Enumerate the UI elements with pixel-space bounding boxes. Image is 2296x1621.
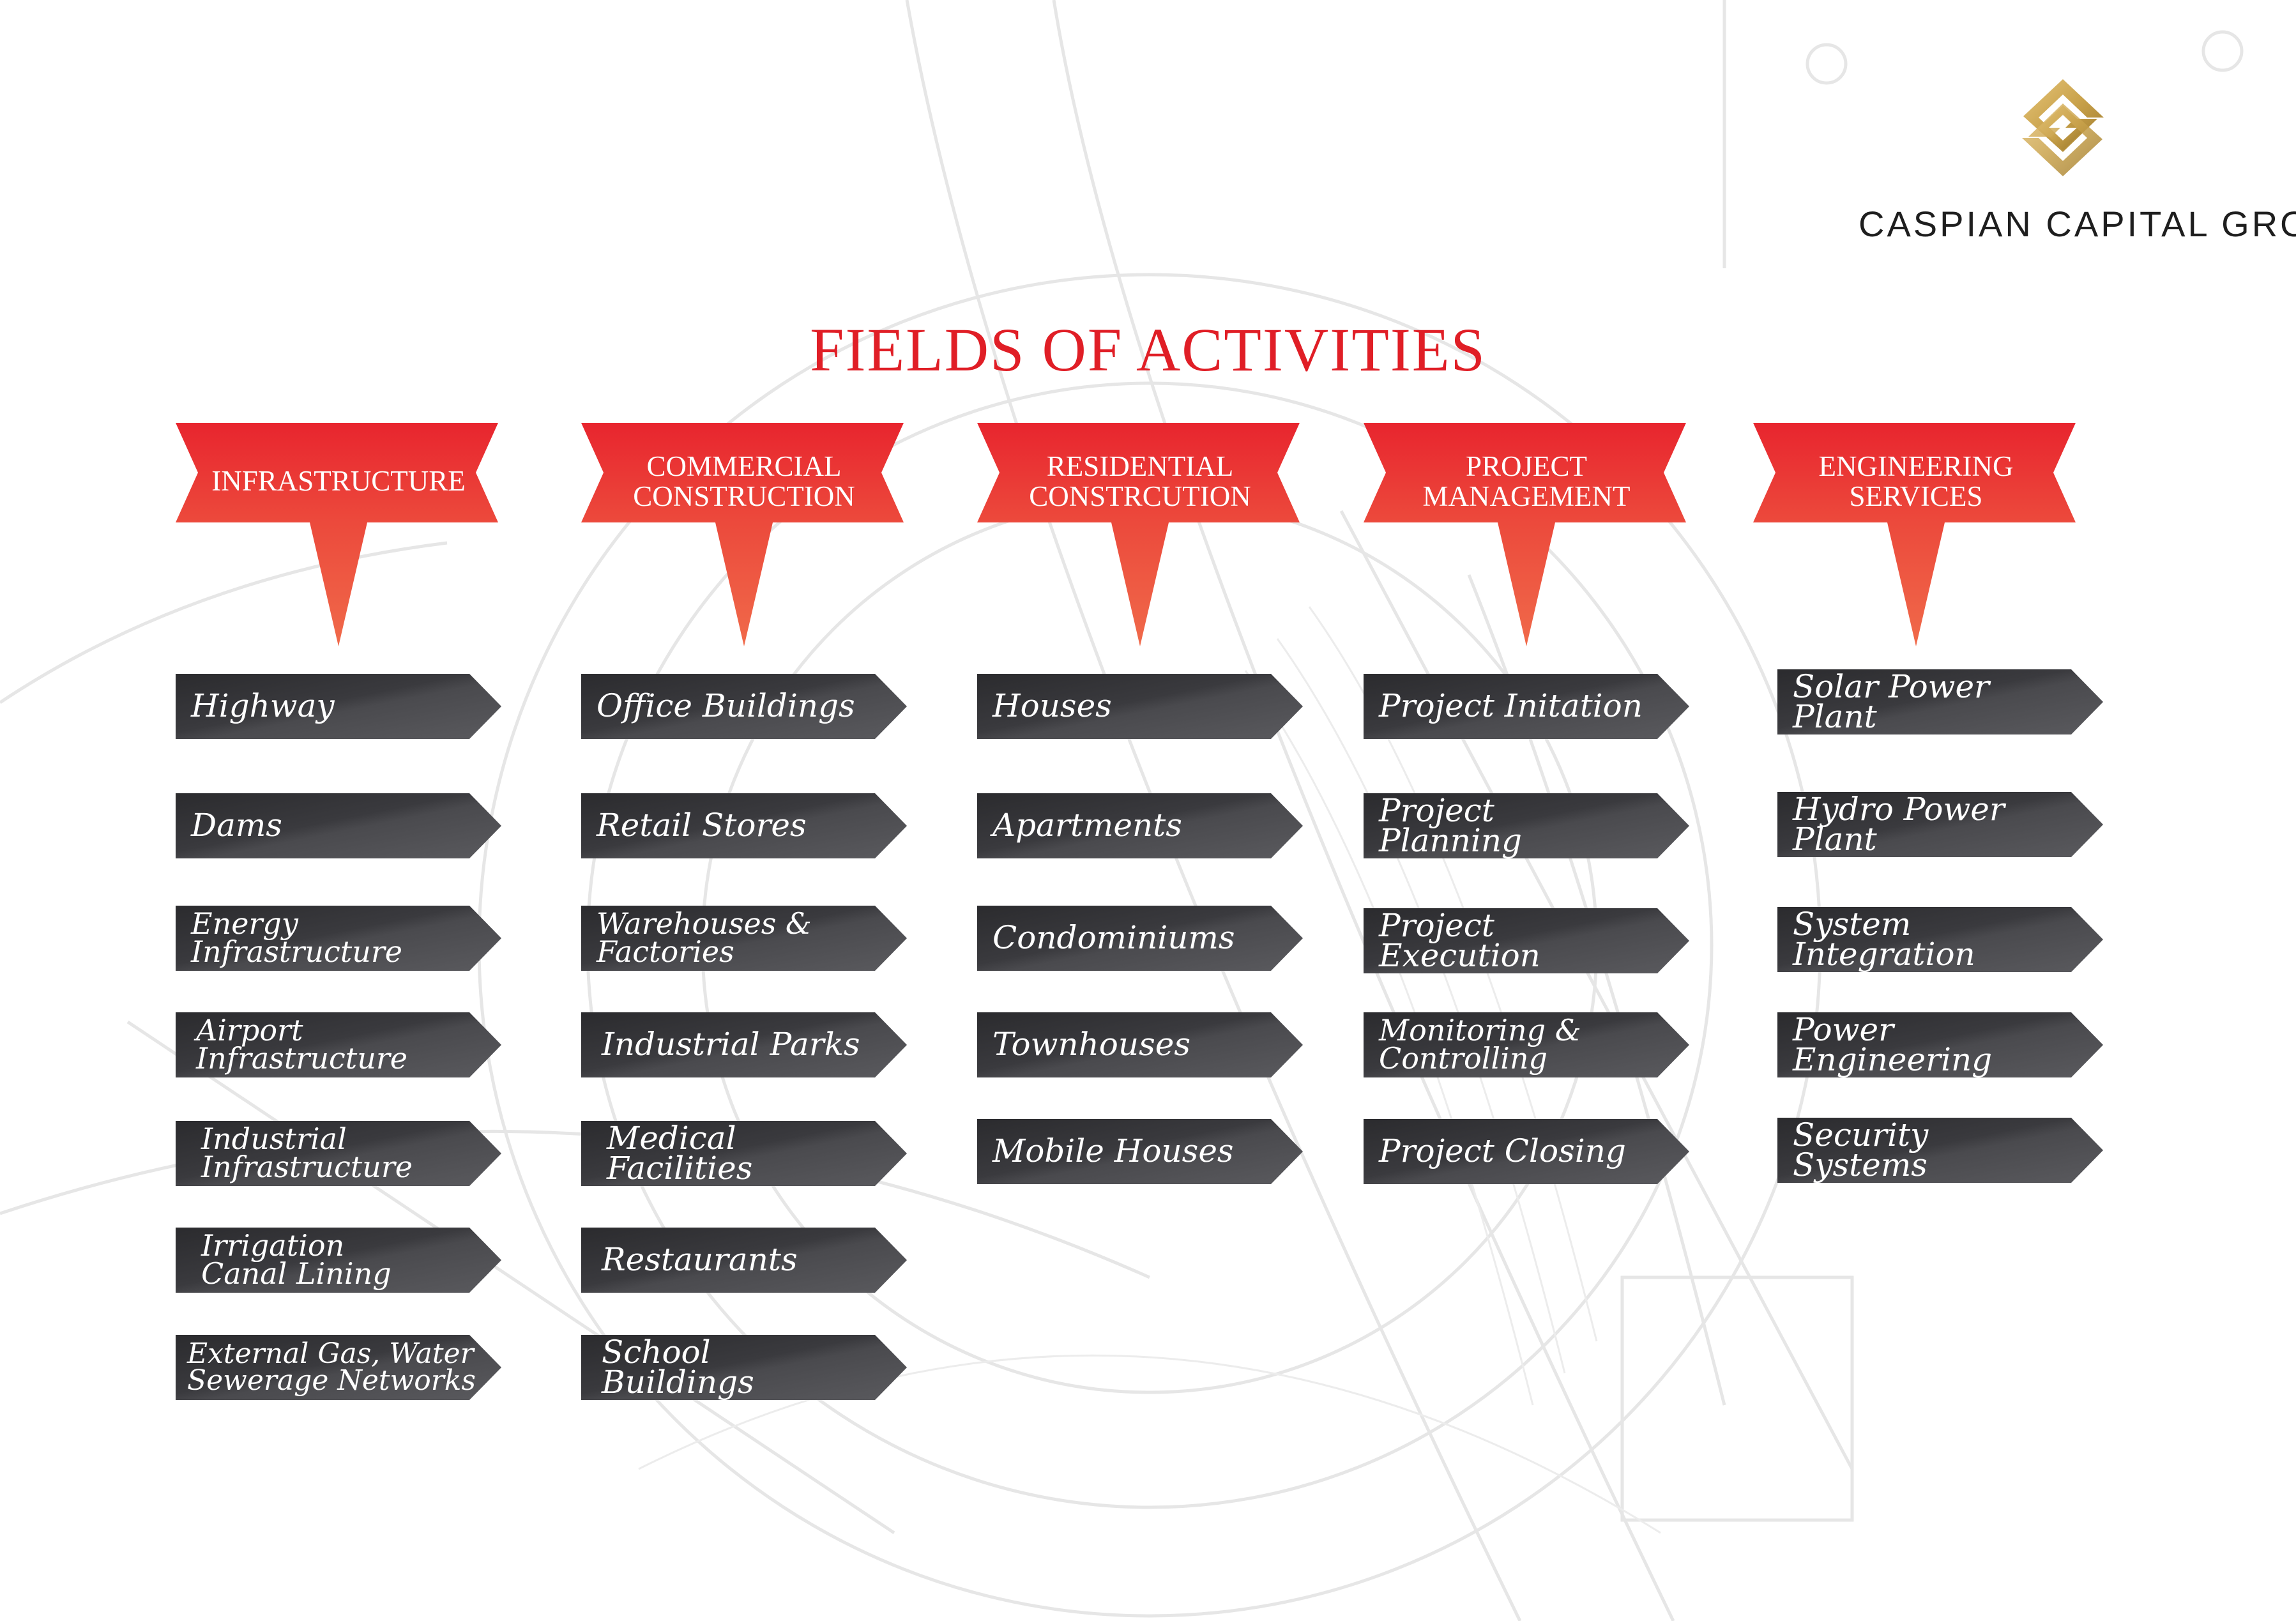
activity-label: Houses (992, 687, 1112, 725)
activity-item: Restaurants (581, 1228, 907, 1293)
activity-label: Project Execution (1379, 906, 1540, 974)
activity-label: External Gas, Water Sewerage Networks (187, 1337, 476, 1397)
column-header-label: PROJECT MANAGEMENT (1422, 450, 1631, 512)
column-header-label: ENGINEERING SERVICES (1818, 450, 2014, 512)
activity-label: Restaurants (602, 1241, 798, 1279)
activity-item: Project Execution (1364, 908, 1689, 973)
activity-label: Monitoring & Controlling (1379, 1013, 1581, 1076)
activity-item: Energy Infrastructure (176, 906, 501, 971)
activity-label: Hydro Power Plant (1793, 790, 2005, 858)
page-title: FIELDS OF ACTIVITIES (810, 316, 1486, 384)
column-header: PROJECT MANAGEMENT (1364, 423, 1689, 646)
activity-item: Industrial Parks (581, 1012, 907, 1077)
activity-item: Mobile Houses (977, 1119, 1303, 1184)
activity-label: Security Systems (1793, 1116, 1929, 1183)
activity-item: Monitoring & Controlling (1364, 1012, 1689, 1077)
activity-label: Mobile Houses (992, 1132, 1234, 1170)
activity-label: Solar Power Plant (1793, 667, 1989, 735)
activity-item: Warehouses & Factories (581, 906, 907, 971)
activity-label: Irrigation Canal Lining (201, 1228, 392, 1291)
activity-label: Townhouses (992, 1026, 1190, 1063)
activity-label: Dams (191, 807, 282, 844)
activity-label: Apartments (992, 807, 1182, 844)
activity-label: Medical Facilities (607, 1119, 753, 1187)
activity-item: Townhouses (977, 1012, 1303, 1077)
column-header-label: COMMERCIAL CONSTRUCTION (633, 450, 855, 512)
activity-label: Project Initation (1379, 687, 1643, 725)
activity-item: External Gas, Water Sewerage Networks (176, 1335, 501, 1400)
activity-item: Dams (176, 793, 501, 858)
column-header-label: RESIDENTIAL CONSTRCUTION (1029, 450, 1251, 512)
activity-item: System Integration (1777, 907, 2103, 972)
activity-item: Hydro Power Plant (1777, 792, 2103, 857)
activity-label: Warehouses & Factories (597, 906, 812, 969)
activity-item: Office Buildings (581, 674, 907, 739)
activity-label: Power Engineering (1793, 1010, 1993, 1078)
brand-name: CASPIAN CAPITAL GROUP (1859, 204, 2296, 244)
activity-item: Project Initation (1364, 674, 1689, 739)
column-header: INFRASTRUCTURE (176, 423, 501, 646)
column-header: ENGINEERING SERVICES (1753, 423, 2079, 646)
activity-item: Industrial Infrastructure (176, 1121, 501, 1186)
activity-label: Office Buildings (597, 687, 855, 725)
activity-label: Retail Stores (597, 807, 807, 844)
column-header: COMMERCIAL CONSTRUCTION (581, 423, 907, 646)
activity-label: Industrial Parks (602, 1026, 860, 1063)
activity-label: Highway (191, 687, 335, 725)
activity-item: Airport Infrastructure (176, 1012, 501, 1077)
activity-item: Project Planning (1364, 793, 1689, 858)
activity-item: Power Engineering (1777, 1012, 2103, 1077)
caspian-logo-icon (2018, 77, 2108, 179)
activity-item: Solar Power Plant (1777, 669, 2103, 734)
activity-item: Retail Stores (581, 793, 907, 858)
activity-item: Condominiums (977, 906, 1303, 971)
activity-item: Medical Facilities (581, 1121, 907, 1186)
activity-item: School Buildings (581, 1335, 907, 1400)
activity-item: Apartments (977, 793, 1303, 858)
activity-item: Project Closing (1364, 1119, 1689, 1184)
activity-label: Project Planning (1379, 791, 1523, 859)
activity-label: Project Closing (1379, 1132, 1626, 1170)
activity-item: Security Systems (1777, 1118, 2103, 1183)
activity-label: Condominiums (992, 919, 1235, 957)
activity-label: Airport Infrastructure (196, 1013, 408, 1076)
activity-item: Houses (977, 674, 1303, 739)
activity-label: System Integration (1793, 905, 1975, 973)
activity-item: Irrigation Canal Lining (176, 1228, 501, 1293)
activity-label: Industrial Infrastructure (201, 1122, 413, 1184)
activity-label: Energy Infrastructure (191, 906, 403, 969)
column-header-label: INFRASTRUCTURE (211, 465, 466, 498)
activity-item: Highway (176, 674, 501, 739)
column-header: RESIDENTIAL CONSTRCUTION (977, 423, 1303, 646)
activity-label: School Buildings (602, 1333, 754, 1401)
